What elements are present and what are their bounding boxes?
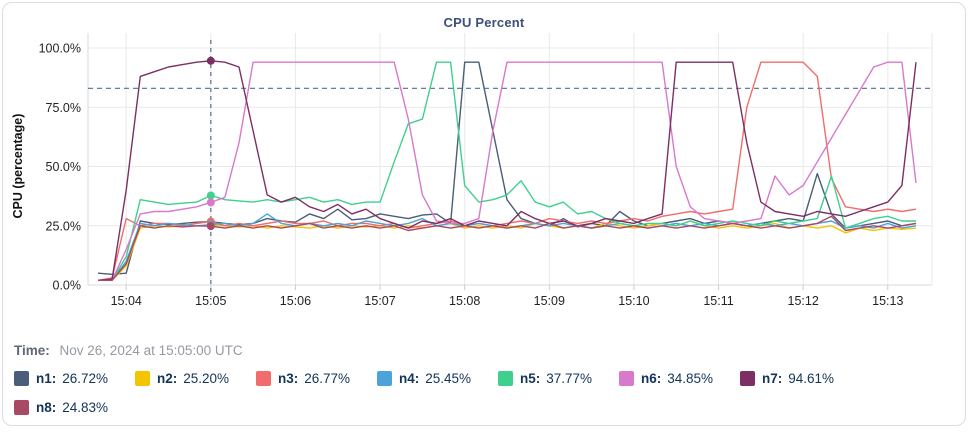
x-axis-tick-label: 15:09 (534, 294, 565, 308)
legend-label: n5: (520, 371, 541, 386)
y-axis-tick-label: 0.0% (53, 279, 82, 293)
legend-color-swatch-n1 (14, 371, 29, 386)
cpu-percent-chart[interactable]: 100.0% 75.0% 50.0% 25.0% 0.0% 15:04 15:05 15:06… (0, 28, 968, 340)
x-axis-tick-label: 15:08 (449, 294, 480, 308)
legend-label: n8: (36, 400, 57, 415)
crosshair-dot-n6 (206, 198, 215, 207)
time-row: Time: Nov 26, 2024 at 15:05:00 UTC (14, 343, 243, 358)
time-value: Nov 26, 2024 at 15:05:00 UTC (59, 343, 243, 358)
legend-label: n4: (399, 371, 420, 386)
series-line-n8 (98, 215, 917, 282)
x-axis-tick-label: 15:07 (364, 294, 395, 308)
legend-color-swatch-n4 (377, 371, 392, 386)
x-axis-tick-label: 15:06 (280, 294, 311, 308)
legend-value: 94.61% (788, 371, 835, 386)
legend-item-n1[interactable]: n1: 26.72% (14, 371, 135, 386)
legend-color-swatch-n7 (740, 371, 755, 386)
legend-value: 37.77% (546, 371, 593, 386)
crosshair-dot-n7 (206, 56, 215, 65)
x-axis-tick-label: 15:10 (618, 294, 649, 308)
legend-item-n8[interactable]: n8: 24.83% (14, 400, 135, 415)
x-axis-tick-label: 15:13 (872, 294, 903, 308)
legend-value: 24.83% (62, 400, 109, 415)
legend-color-swatch-n3 (256, 371, 271, 386)
series-line-n3 (97, 61, 917, 281)
legend-item-n4[interactable]: n4: 25.45% (377, 371, 498, 386)
y-axis-tick-label: 75.0% (46, 101, 81, 115)
legend-item-n3[interactable]: n3: 26.77% (256, 371, 377, 386)
x-axis-tick-label: 15:05 (195, 294, 226, 308)
crosshair-dot-n8 (206, 222, 215, 231)
legend-row-1: n1: 26.72% n2: 25.20% n3: 26.77% n4: 25.45% n5: 3… (14, 371, 960, 386)
legend-row-2: n8: 24.83% (14, 400, 960, 415)
legend-value: 25.20% (183, 371, 230, 386)
legend-color-swatch-n8 (14, 400, 29, 415)
legend-item-n2[interactable]: n2: 25.20% (135, 371, 256, 386)
plot-area[interactable] (88, 33, 932, 285)
legend-color-swatch-n2 (135, 371, 150, 386)
legend-label: n6: (641, 371, 662, 386)
legend-item-n5[interactable]: n5: 37.77% (498, 371, 619, 386)
y-axis-tick-label: 50.0% (46, 160, 81, 174)
legend-value: 26.77% (304, 371, 351, 386)
x-axis-tick-label: 15:11 (703, 294, 733, 308)
legend-color-swatch-n6 (619, 371, 634, 386)
legend-value: 25.45% (425, 371, 472, 386)
legend-item-n6[interactable]: n6: 34.85% (619, 371, 740, 386)
series-line-n5 (98, 61, 916, 282)
legend-label: n7: (762, 371, 783, 386)
time-label: Time: (14, 343, 50, 358)
y-axis-tick-label: 25.0% (46, 219, 81, 233)
legend-label: n2: (157, 371, 178, 386)
legend-label: n1: (36, 371, 57, 386)
legend-color-swatch-n5 (498, 371, 513, 386)
y-axis-tick-label: 100.0% (39, 42, 81, 56)
x-axis-tick-label: 15:12 (788, 294, 819, 308)
legend-value: 34.85% (667, 371, 714, 386)
y-axis-title: CPU (percentage) (11, 114, 25, 219)
x-axis-tick-label: 15:04 (111, 294, 142, 308)
legend-item-n7[interactable]: n7: 94.61% (740, 371, 861, 386)
legend-label: n3: (278, 371, 299, 386)
series-line-n6 (98, 61, 917, 282)
series-line-n7 (97, 60, 917, 281)
legend-value: 26.72% (62, 371, 109, 386)
crosshair-dot-n5 (206, 191, 215, 200)
